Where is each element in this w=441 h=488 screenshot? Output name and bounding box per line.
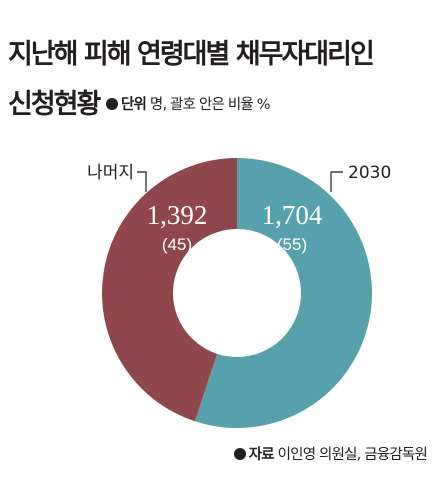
value-label-2030: 1,704 — [262, 200, 323, 230]
slice-2030 — [194, 158, 372, 428]
legend-label-rest: 나머지 — [87, 163, 134, 183]
unit-text: 명, 괄호 안은 비율 % — [146, 97, 271, 113]
source-note: 자료 이인영 의원실, 금융감독원 — [233, 443, 428, 464]
bullet-icon — [106, 98, 118, 110]
leader-line-2030 — [330, 171, 343, 192]
source-text: 이인영 의원실, 금융감독원 — [273, 447, 428, 463]
legend-label-2030: 2030 — [348, 163, 391, 183]
percent-label-2030: (55) — [277, 235, 307, 254]
unit-key: 단위 — [121, 97, 147, 113]
value-label-rest: 1,392 — [147, 200, 208, 230]
percent-label-rest: (45) — [162, 235, 192, 254]
bullet-icon — [233, 448, 246, 460]
source-key: 자료 — [248, 447, 275, 463]
slice-rest — [102, 158, 238, 422]
unit-note: 단위 명, 괄호 안은 비율 % — [106, 93, 271, 114]
chart-title-line1: 지난해 피해 연령대별 채무자대리인 — [8, 39, 375, 70]
chart-title-line2: 신청현황 — [8, 89, 101, 120]
leader-line-rest — [137, 171, 147, 192]
